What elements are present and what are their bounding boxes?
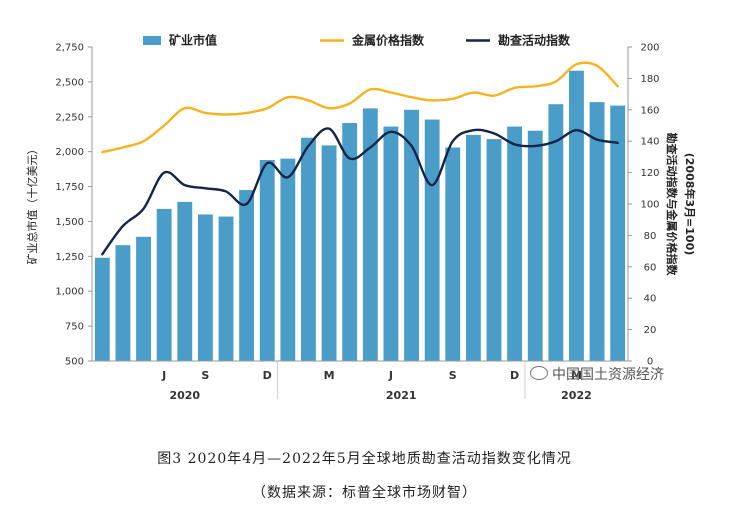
bar-2021-09 [445,147,461,361]
bar-2021-03 [321,145,337,361]
x-tick-label: D [510,369,519,382]
y-right-tick-label: 100 [640,200,659,211]
y-left-tick-label: 2,500 [55,77,84,88]
y-right-tick-label: 140 [640,137,659,148]
bar-2020-11 [239,190,255,361]
y-right-tick-label: 200 [640,43,659,54]
x-tick-label: S [201,369,209,382]
y-right-axis-subtitle: (2008年3月=100) [683,153,697,256]
bar-2021-08 [424,119,440,362]
y-left-tick-label: 1,250 [55,252,84,263]
legend-label: 金属价格指数 [351,33,425,48]
bar-2020-05 [115,245,131,361]
chart-svg: 500 750 1,000 1,250 1,500 1,750 2,000 2,250 2,50… [25,33,697,403]
y-right-tick-label: 0 [647,357,653,368]
y-left-tick-label: 1,000 [55,287,84,298]
bar-2021-07 [404,109,419,361]
y-right-tick-label: 160 [640,105,659,116]
bar-2020-04 [94,257,110,361]
year-label: 2020 [169,389,200,402]
bar-2021-12 [507,126,523,362]
line-series-1 [101,61,619,154]
wechat-icon [530,366,548,380]
bar-2021-05 [362,108,378,361]
legend-label: 矿业市值 [169,33,217,48]
y-left-tick-label: 2,000 [55,147,84,158]
line-series-2 [101,127,619,256]
bar-2021-01 [280,158,296,361]
y-left-tick-label: 1,500 [55,217,84,228]
y-right-tick-label: 80 [644,231,657,242]
y-left-tick-label: 1,750 [55,182,84,193]
y-right-axis-title: 勘查活动指数与金属价格指数 [665,133,679,277]
x-tick-label: M [324,369,335,382]
legend-group: 矿业市值 金属价格指数 勘查活动指数 [143,33,571,48]
y-right-tick-label: 180 [640,74,659,85]
bar-2020-10 [218,216,234,361]
y-left-tick-label: 500 [65,357,84,368]
y-left-tick-label: 2,250 [55,112,84,123]
x-tick-label: J [388,369,393,382]
bar-2020-09 [197,214,213,361]
x-tick-label: S [449,369,457,382]
year-label: 2021 [386,389,417,402]
watermark: 中国国土资源经济 [530,364,664,384]
y-right-tick-label: 120 [640,168,659,179]
y-left-axis-title: 矿业总市值（十亿美元） [25,144,39,265]
axes-group: 500 750 1,000 1,250 1,500 1,750 2,000 2,250 2,50… [25,43,697,403]
bar-2020-07 [156,208,172,361]
bar-2022-02 [548,104,564,362]
lines-group [101,61,619,256]
bar-2021-02 [301,137,316,361]
y-right-tick-label: 40 [644,294,657,305]
y-left-tick-label: 2,750 [55,43,84,54]
legend-swatch-bars [143,36,161,45]
bars-group [94,70,626,362]
watermark-text: 中国国土资源经济 [552,367,664,383]
bar-2022-05 [610,105,626,361]
bar-2021-06 [383,126,399,362]
figure-caption: 图3 2020年4月—2022年5月全球地质勘查活动指数变化情况 [157,451,572,467]
y-right-tick-label: 60 [644,262,657,273]
bar-2021-04 [342,123,358,362]
y-left-tick-label: 750 [65,322,84,333]
bar-2020-12 [259,160,275,361]
bar-2022-04 [589,102,605,361]
bar-2022-01 [527,130,543,361]
bar-2021-11 [486,139,502,361]
x-tick-label: J [161,369,166,382]
bar-2020-08 [177,201,193,361]
bar-2020-06 [136,236,151,361]
x-tick-label: D [263,369,272,382]
y-right-tick-label: 20 [644,325,657,336]
bar-2021-10 [465,134,481,361]
bar-2022-03 [569,70,584,362]
legend-label: 勘查活动指数 [498,33,571,48]
figure-source: （数据来源：标普全球市场财智） [252,485,477,501]
year-label: 2022 [561,389,592,402]
x-tick-label: M [571,369,582,382]
